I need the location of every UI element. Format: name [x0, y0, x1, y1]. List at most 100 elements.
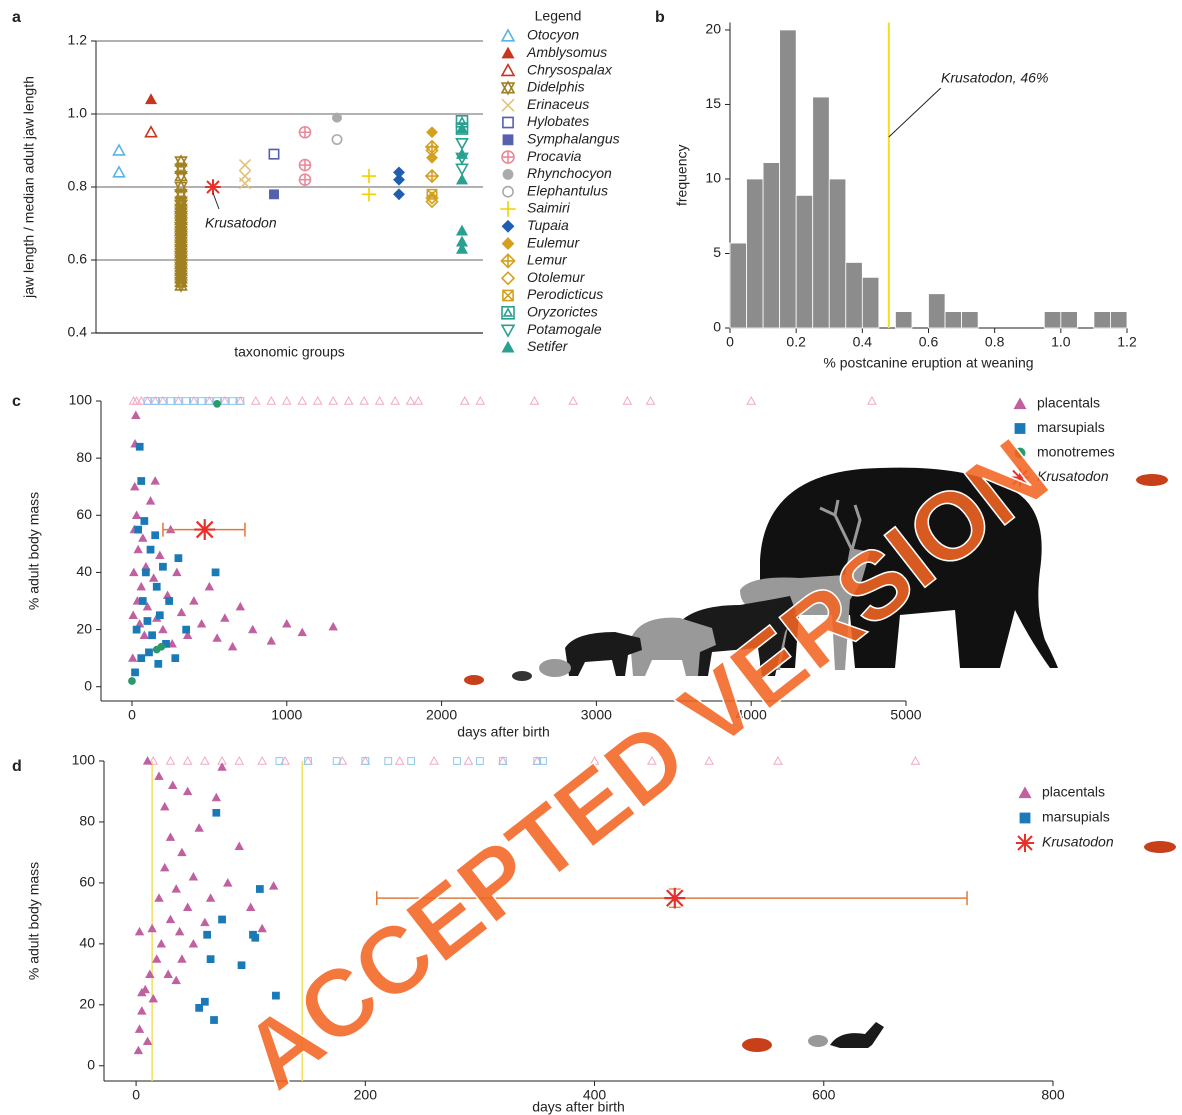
panel-label: b — [655, 9, 665, 26]
data-point — [332, 112, 342, 123]
data-point — [426, 126, 438, 139]
data-point — [361, 168, 377, 184]
legend-marker — [502, 289, 514, 302]
y-tick-label: 100 — [72, 752, 96, 768]
data-point — [171, 975, 181, 985]
x-axis-label: days after birth — [532, 1099, 625, 1115]
data-point — [426, 188, 438, 200]
legend-label: Potamogale — [527, 321, 602, 337]
data-point — [128, 677, 136, 685]
y-tick-label: 10 — [705, 170, 721, 186]
adult-point — [498, 757, 507, 765]
adult-point — [359, 395, 370, 405]
data-point — [393, 188, 405, 201]
bar — [961, 311, 979, 329]
data-point — [189, 596, 199, 605]
data-point — [174, 278, 188, 293]
y-tick-label: 1.2 — [68, 32, 88, 48]
x-tick-label: 0.4 — [853, 334, 873, 350]
data-point — [328, 621, 338, 631]
annotation-leader — [212, 192, 220, 210]
data-point — [182, 625, 191, 634]
data-point — [238, 177, 252, 190]
adult-point — [343, 395, 354, 405]
legend-label: Eulemur — [527, 234, 580, 250]
highlight-point — [205, 179, 221, 195]
data-point — [112, 143, 126, 156]
legend-marker — [500, 62, 516, 77]
data-point — [203, 930, 212, 939]
data-point — [237, 961, 246, 970]
adult-point — [148, 755, 159, 765]
data-point — [140, 517, 149, 525]
annotation-leader — [888, 87, 942, 138]
legend-label: monotremes — [1037, 444, 1115, 460]
data-point — [160, 862, 170, 872]
bar — [861, 276, 880, 329]
data-point — [455, 163, 469, 176]
adult-point — [197, 397, 206, 405]
adult-point — [405, 395, 416, 405]
data-point — [200, 997, 209, 1006]
data-point — [282, 619, 292, 628]
elephant-silhouette — [760, 467, 1058, 668]
adult-point — [166, 397, 175, 405]
legend-label: Amblysomus — [526, 44, 607, 60]
y-tick-label: 20 — [705, 21, 721, 37]
panel-label: d — [12, 758, 22, 775]
data-point — [134, 1024, 145, 1033]
data-point — [152, 582, 161, 591]
data-point — [138, 597, 147, 605]
adult-point — [589, 755, 600, 765]
annotation: Krusatodon, 46% — [941, 70, 1048, 86]
data-point — [361, 187, 377, 202]
data-point — [196, 619, 207, 628]
data-point — [142, 601, 153, 611]
legend-label: Tupaia — [527, 217, 569, 233]
y-axis-label: frequency — [674, 145, 690, 206]
bar — [944, 311, 962, 329]
legend-label: marsupials — [1042, 809, 1110, 825]
adult-point — [539, 757, 547, 765]
legend-label: Otocyon — [527, 27, 579, 43]
y-tick-label: 0.8 — [68, 178, 88, 194]
data-point — [272, 991, 280, 1000]
data-point — [182, 630, 193, 639]
bar — [828, 178, 847, 329]
y-tick-label: 60 — [79, 874, 95, 890]
adult-point — [182, 755, 193, 765]
data-point — [154, 659, 163, 668]
data-point — [148, 993, 158, 1003]
data-point — [298, 173, 312, 186]
small-mammal-silhouette — [512, 671, 532, 681]
data-point — [194, 823, 204, 832]
x-axis-label: taxonomic groups — [234, 344, 345, 360]
y-axis-label: jaw length / median adult jaw length — [21, 76, 37, 299]
small-mammal-silhouette — [808, 1035, 828, 1047]
legend-marker — [1018, 786, 1032, 799]
data-point — [200, 917, 210, 927]
adult-point — [910, 755, 921, 765]
data-point — [154, 893, 164, 902]
antlers — [819, 499, 862, 551]
legend-label: Erinaceus — [527, 96, 589, 112]
adult-point — [136, 395, 147, 405]
data-point — [257, 923, 267, 933]
adult-point — [476, 757, 484, 765]
data-point — [195, 1003, 203, 1012]
data-point — [156, 939, 167, 948]
adult-point — [475, 395, 486, 405]
data-point — [138, 533, 148, 542]
data-point — [152, 954, 162, 963]
adult-point — [189, 397, 198, 405]
x-tick-label: 400 — [583, 1087, 607, 1103]
data-point — [223, 878, 233, 887]
adult-point — [200, 755, 210, 765]
data-point — [211, 792, 222, 802]
weasel-silhouette — [830, 1022, 884, 1048]
x-tick-label: 0.2 — [786, 334, 806, 350]
adult-point — [453, 757, 461, 765]
data-point — [251, 933, 260, 942]
data-point — [182, 786, 193, 796]
data-point — [455, 122, 469, 134]
